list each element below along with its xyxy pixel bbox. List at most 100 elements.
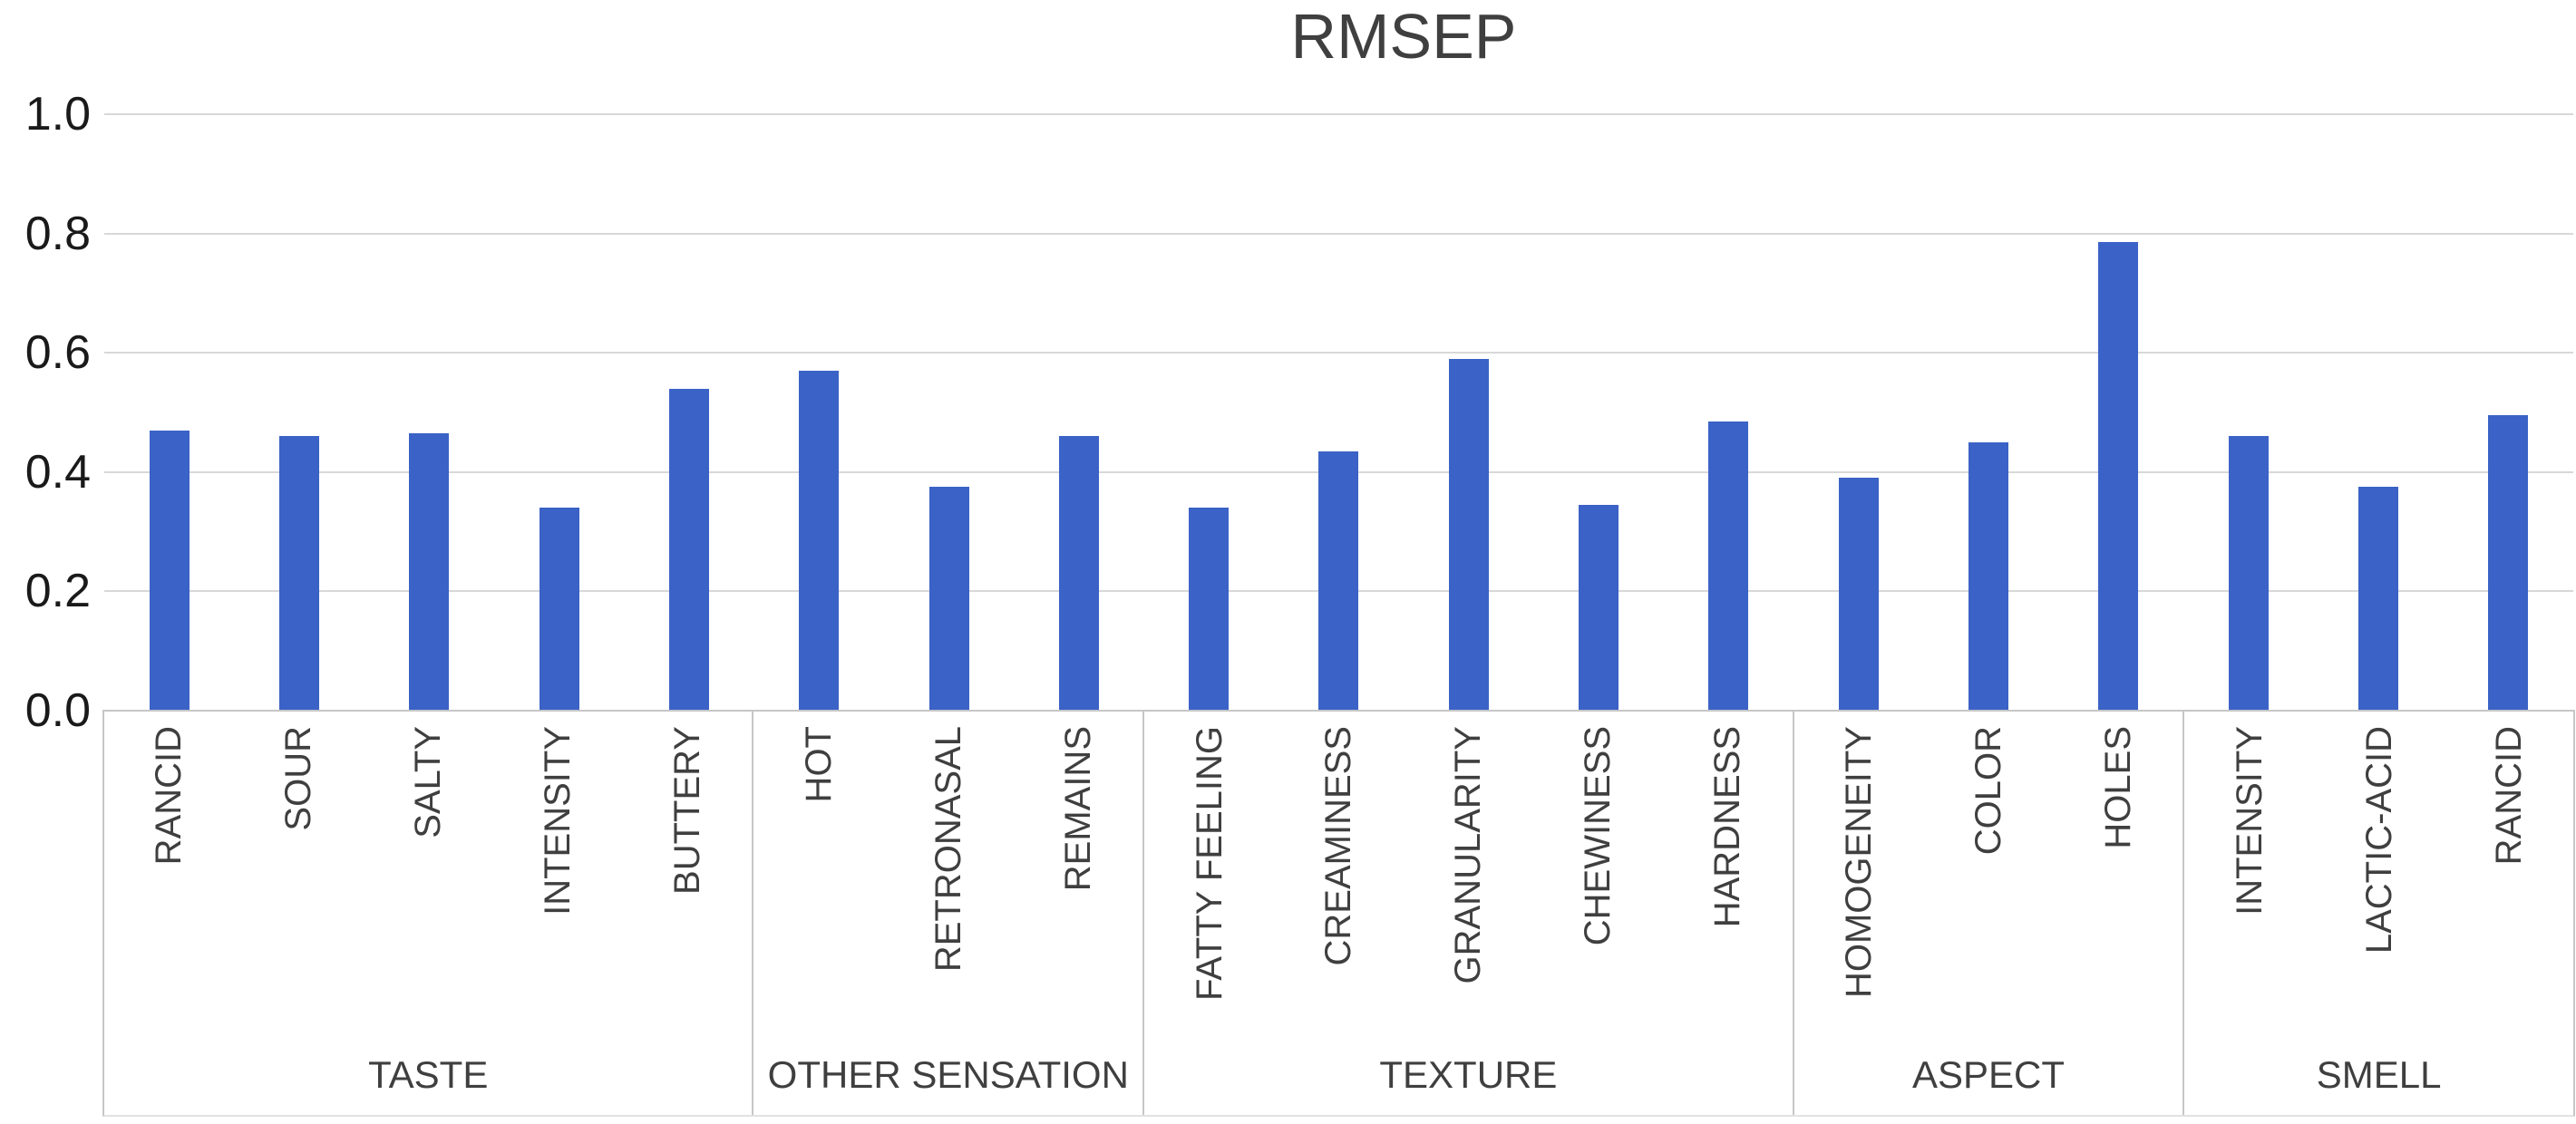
category-label: HOMOGENEITY [1839, 726, 1880, 999]
category-cell: INTENSITY [2184, 712, 2314, 1034]
category-cell: SALTY [364, 712, 493, 1034]
category-cell: LACTIC-ACID [2314, 712, 2444, 1034]
category-group: HOMOGENEITY COLOR HOLES ASPECT [1794, 712, 2185, 1115]
category-labels-row: RANCID SOUR SALTY INTENSITY BUTTERY [104, 712, 752, 1034]
bar [409, 433, 450, 711]
bar-slot [2054, 114, 2183, 711]
category-cell: REMAINS [1013, 712, 1142, 1034]
gridline [104, 233, 2573, 235]
category-labels-row: HOMOGENEITY COLOR HOLES [1794, 712, 2183, 1034]
x-axis-label-area: RANCID SOUR SALTY INTENSITY BUTTERY TASTE HOT R… [102, 712, 2575, 1117]
y-axis-tick-label: 0.6 [24, 326, 91, 379]
bar [278, 436, 319, 711]
group-label: OTHER SENSATION [767, 1052, 1129, 1096]
category-cell: HOLES [2053, 712, 2182, 1034]
bar-slot [104, 114, 234, 711]
bar [2228, 436, 2269, 711]
category-label: SOUR [278, 726, 319, 831]
category-label: HOT [798, 726, 839, 803]
category-group: RANCID SOUR SALTY INTENSITY BUTTERY TASTE [104, 712, 754, 1115]
category-label: REMAINS [1057, 726, 1098, 892]
group-label: SMELL [2316, 1052, 2442, 1096]
bar [1968, 442, 2009, 711]
bar [928, 487, 969, 711]
category-cell: HOT [753, 712, 883, 1034]
bar-slot [1274, 114, 1404, 711]
group-label: ASPECT [1911, 1052, 2065, 1096]
bar [539, 508, 579, 711]
category-label: INTENSITY [538, 726, 578, 916]
category-labels-row: FATTY FEELING CREAMINESS GRANULARITY CHEWIN… [1144, 712, 1792, 1034]
category-cell: CHEWINESS [1533, 712, 1663, 1034]
bar [1189, 508, 1230, 711]
category-cell: HARDNESS [1663, 712, 1793, 1034]
category-cell: RETRONASAL [883, 712, 1013, 1034]
y-axis-tick-label: 0.4 [24, 446, 91, 499]
category-group: FATTY FEELING CREAMINESS GRANULARITY CHEWIN… [1144, 712, 1794, 1115]
y-axis-tick-label: 1.0 [24, 88, 91, 140]
y-axis-tick-label: 0.2 [24, 565, 91, 617]
bar [2098, 242, 2139, 711]
category-label: HARDNESS [1707, 726, 1748, 928]
category-cell: CREAMINESS [1274, 712, 1404, 1034]
category-label: CREAMINESS [1318, 726, 1359, 966]
category-label: BUTTERY [667, 726, 707, 895]
category-cell: BUTTERY [623, 712, 753, 1034]
y-axis: 0.0 0.2 0.4 0.6 0.8 1.0 [0, 89, 91, 736]
y-axis-tick-label: 0.0 [24, 684, 91, 737]
bars-row [104, 114, 2573, 711]
y-axis-tick-label: 0.8 [24, 208, 91, 260]
category-label: FATTY FEELING [1189, 726, 1230, 1002]
bar [1579, 505, 1619, 711]
category-labels-row: INTENSITY LACTIC-ACID RANCID [2184, 712, 2573, 1034]
category-label: LACTIC-ACID [2358, 726, 2399, 954]
category-cell: GRANULARITY [1404, 712, 1533, 1034]
category-cell: RANCID [2444, 712, 2573, 1034]
bar-slot [1664, 114, 1793, 711]
bar [1448, 359, 1489, 711]
category-label: SALTY [408, 726, 449, 838]
bar [2488, 415, 2529, 711]
bar-slot [2313, 114, 2443, 711]
plot-area [104, 113, 2573, 712]
bar-slot [624, 114, 753, 711]
category-label: RANCID [2488, 726, 2529, 866]
bar-slot [1404, 114, 1533, 711]
group-label: TEXTURE [1379, 1052, 1558, 1096]
category-label: COLOR [1968, 726, 2008, 856]
bar [149, 431, 190, 711]
bar-slot [1144, 114, 1274, 711]
category-label: RANCID [149, 726, 190, 866]
bar-slot [2444, 114, 2573, 711]
bar [1058, 436, 1099, 711]
bar-slot [884, 114, 1014, 711]
bar-slot [234, 114, 364, 711]
bar-slot [2183, 114, 2313, 711]
x-axis-line [102, 710, 2575, 712]
chart-title: RMSEP [1290, 1, 1517, 72]
bar-slot [1014, 114, 1143, 711]
bar-slot [1793, 114, 1923, 711]
bar-slot [1533, 114, 1663, 711]
category-label: RETRONASAL [928, 726, 968, 973]
bar-slot [365, 114, 494, 711]
category-cell: INTENSITY [493, 712, 623, 1034]
category-group: INTENSITY LACTIC-ACID RANCID SMELL [2184, 712, 2573, 1115]
category-cell: COLOR [1924, 712, 2054, 1034]
group-label: TASTE [368, 1052, 489, 1096]
category-cell: RANCID [104, 712, 234, 1034]
gridline [104, 113, 2573, 115]
bar-slot [494, 114, 624, 711]
bar [1318, 451, 1359, 711]
category-cell: FATTY FEELING [1144, 712, 1274, 1034]
bar [2357, 487, 2398, 711]
bar-slot [754, 114, 884, 711]
bar-slot [1923, 114, 2053, 711]
category-group: HOT RETRONASAL REMAINS OTHER SENSATION [753, 712, 1145, 1115]
category-cell: HOMOGENEITY [1794, 712, 1924, 1034]
category-labels-row: HOT RETRONASAL REMAINS [753, 712, 1142, 1034]
gridline [104, 352, 2573, 354]
bar [1708, 422, 1749, 711]
category-label: CHEWINESS [1578, 726, 1619, 946]
